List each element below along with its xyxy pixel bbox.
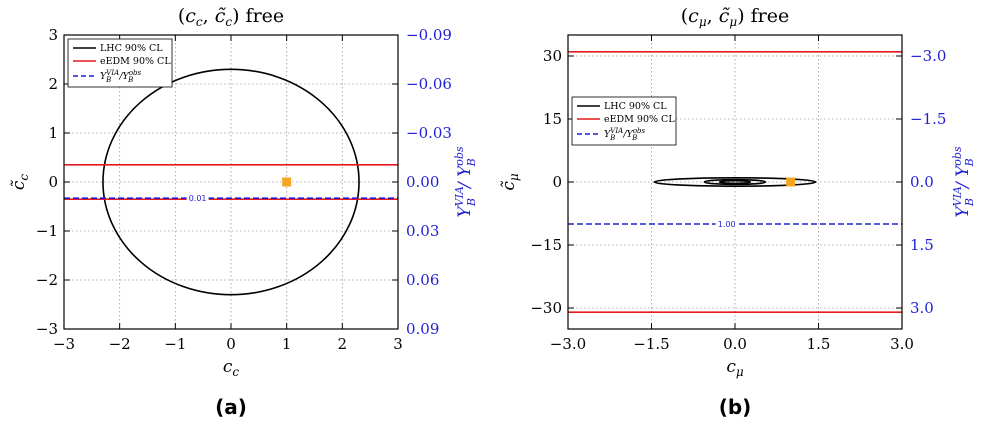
y2-ticks-b: 3.0 1.5 0.0 −1.5 −3.0 <box>896 47 946 317</box>
x-tick-label-2: 0.0 <box>723 335 747 353</box>
lhc-contour-a <box>102 68 360 296</box>
y2-tick-label-2: 0.0 <box>910 173 934 191</box>
yb-contour-label-b: 1.00 <box>718 220 736 229</box>
x-axis-label-b: cμ <box>726 357 744 379</box>
plot-area-b: 1.00 <box>568 50 902 314</box>
legend-item-yb-a: YVIA B/Yobs B <box>100 69 142 84</box>
panel-label-a: (a) <box>215 395 247 419</box>
y-axis-label-a: c̃c <box>9 174 31 191</box>
y-ticks-b: −30 −15 0 15 30 <box>530 47 574 317</box>
y2-tick-label-5: −0.06 <box>406 75 452 93</box>
legend-item-yb-b: YVIA B/Yobs B <box>604 127 646 142</box>
x-tick-label-5: 2 <box>338 335 348 353</box>
x-ticks-a: −3 −2 −1 0 1 2 3 <box>53 35 403 353</box>
legend-a: LHC 90% CL eEDM 90% CL YVIA B/Yobs B <box>67 38 173 88</box>
legend-item-eedm-a: eEDM 90% CL <box>100 56 171 67</box>
y2-ticks-a: 0.09 0.06 0.03 0.00 −0.03 −0.06 −0.09 <box>392 26 452 338</box>
grid-b <box>567 35 903 329</box>
legend-box-a <box>67 38 173 88</box>
y2-tick-label-2: 0.03 <box>406 222 439 240</box>
legend-item-lhc-a: LHC 90% CL <box>100 43 163 54</box>
legend-b: LHC 90% CL eEDM 90% CL YVIA B/Yobs B <box>571 96 677 146</box>
x-axis-label-a: cc <box>223 357 240 379</box>
y-tick-label-3: 0 <box>48 173 58 191</box>
x-tick-label-3: 0 <box>226 335 236 353</box>
y-tick-label-4: 1 <box>48 124 58 142</box>
panel-label-b: (b) <box>719 395 752 419</box>
y2-tick-label-0: 0.09 <box>406 320 439 338</box>
title-b: (cμ, c̃μ) free <box>681 5 790 29</box>
y2-tick-label-6: −0.09 <box>406 26 452 44</box>
x-tick-label-6: 3 <box>393 335 403 353</box>
y-tick-label-4: 30 <box>543 47 562 65</box>
y2-axis-label-b: YVIAB/ YobsB <box>951 146 976 218</box>
y-tick-label-1: −15 <box>530 236 562 254</box>
yb-label-bg-b <box>715 219 738 229</box>
y2-tick-label-3: −1.5 <box>910 110 946 128</box>
yb-label-bg-a <box>186 193 209 204</box>
panel-b: 1.00 −3.0 −1.5 0.0 1.5 3.0 −30 −15 0 15 30 3.0 1.… <box>499 5 976 419</box>
y-axis-label-b: c̃μ <box>499 173 521 191</box>
y2-tick-label-1: 0.06 <box>406 271 439 289</box>
legend-box-b <box>571 96 677 146</box>
y-tick-label-0: −30 <box>530 299 562 317</box>
y-tick-label-1: −2 <box>36 271 58 289</box>
y2-tick-label-4: −0.03 <box>406 124 452 142</box>
y2-axis-label-a: YVIAB/ YobsB <box>453 146 478 218</box>
x-tick-label-3: 1.5 <box>807 335 831 353</box>
lhc-contour-inner-b <box>718 179 752 185</box>
plot-area-a: 0.01 <box>64 68 398 296</box>
lhc-contour-middle-b <box>703 178 767 186</box>
y2-tick-label-1: 1.5 <box>910 236 934 254</box>
y-tick-label-2: 0 <box>552 173 562 191</box>
lhc-contour-outer-b <box>653 177 817 188</box>
x-tick-label-4: 1 <box>282 335 292 353</box>
x-tick-label-0: −3 <box>53 335 75 353</box>
x-ticks-b: −3.0 −1.5 0.0 1.5 3.0 <box>550 35 914 353</box>
yb-contour-label-a: 0.01 <box>189 194 207 203</box>
x-tick-label-4: 3.0 <box>890 335 914 353</box>
y-tick-label-5: 2 <box>48 75 58 93</box>
x-tick-label-0: −3.0 <box>550 335 586 353</box>
y-ticks-a: −3 −2 −1 0 1 2 3 <box>36 26 70 338</box>
legend-item-eedm-b: eEDM 90% CL <box>604 114 675 125</box>
y-tick-label-6: 3 <box>48 26 58 44</box>
x-tick-label-1: −1.5 <box>633 335 669 353</box>
y2-tick-label-0: 3.0 <box>910 299 934 317</box>
y2-tick-label-4: −3.0 <box>910 47 946 65</box>
y2-tick-label-3: 0.00 <box>406 173 439 191</box>
sm-point-a <box>282 177 292 187</box>
sm-point-b <box>786 177 796 187</box>
title-a: (cc, c̃c) free <box>178 5 284 29</box>
x-tick-label-2: −1 <box>164 335 186 353</box>
x-tick-label-1: −2 <box>109 335 131 353</box>
legend-item-lhc-b: LHC 90% CL <box>604 101 667 112</box>
y-tick-label-0: −3 <box>36 320 58 338</box>
y-tick-label-3: 15 <box>543 110 562 128</box>
y-tick-label-2: −1 <box>36 222 58 240</box>
